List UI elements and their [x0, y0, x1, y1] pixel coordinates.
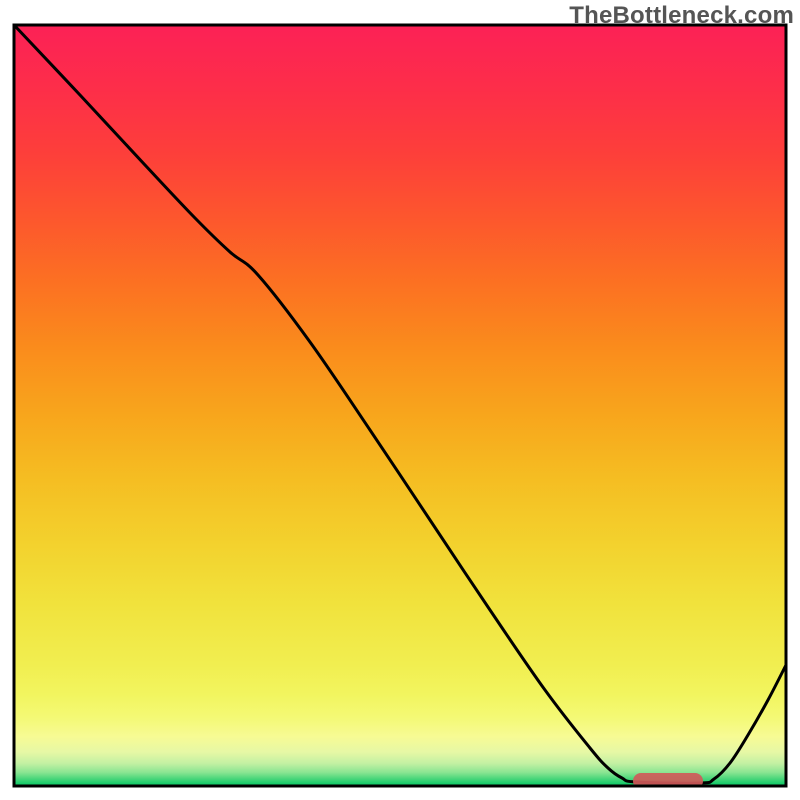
plot-background-gradient — [14, 25, 786, 786]
bottleneck-chart-svg — [0, 0, 800, 800]
chart-container: TheBottleneck.com — [0, 0, 800, 800]
